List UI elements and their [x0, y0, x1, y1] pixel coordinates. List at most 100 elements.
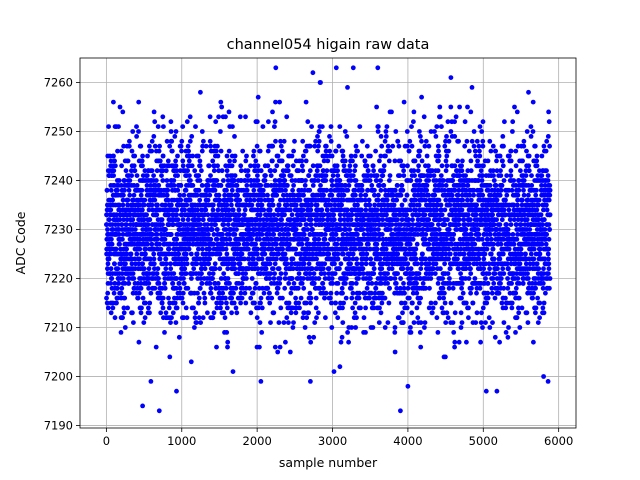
data-point	[463, 266, 469, 272]
data-point	[406, 295, 412, 301]
data-point	[281, 232, 286, 237]
data-point	[436, 158, 441, 164]
data-point	[382, 295, 388, 301]
data-point	[237, 114, 243, 120]
data-point	[162, 281, 168, 286]
data-point	[287, 349, 293, 355]
data-point	[462, 222, 468, 228]
data-point	[447, 281, 453, 286]
data-point	[403, 246, 408, 252]
data-point	[437, 217, 443, 223]
data-point	[368, 290, 374, 296]
data-point	[105, 266, 110, 272]
data-point	[375, 197, 381, 203]
data-point	[323, 143, 329, 149]
data-point	[360, 271, 366, 276]
data-point	[328, 187, 334, 193]
data-point	[270, 202, 276, 208]
data-point	[215, 143, 220, 149]
data-point	[226, 109, 232, 115]
data-point	[113, 163, 118, 169]
data-point	[313, 295, 319, 301]
data-point	[390, 143, 396, 149]
data-point	[238, 168, 244, 174]
data-point	[307, 271, 313, 276]
data-point	[207, 246, 213, 252]
data-point	[416, 227, 422, 232]
data-point	[218, 148, 224, 154]
data-point	[167, 354, 173, 360]
data-point	[461, 183, 467, 188]
data-point	[216, 114, 222, 120]
data-point	[426, 305, 432, 311]
data-point	[478, 168, 484, 174]
data-point	[332, 202, 338, 208]
data-point	[160, 114, 166, 120]
data-point	[463, 187, 469, 193]
data-point	[397, 173, 403, 179]
data-point	[180, 163, 186, 169]
data-point	[476, 256, 482, 262]
data-point	[450, 178, 455, 183]
data-point	[435, 281, 441, 286]
data-point	[146, 266, 152, 272]
data-point	[446, 246, 452, 252]
data-point	[418, 344, 424, 350]
data-point	[452, 119, 457, 125]
data-point	[281, 320, 287, 325]
data-point	[319, 124, 325, 129]
data-point	[328, 138, 334, 144]
data-point	[281, 197, 287, 203]
data-point	[343, 256, 349, 262]
data-point	[308, 222, 314, 228]
data-point	[190, 153, 196, 159]
data-point	[275, 227, 281, 232]
data-point	[408, 330, 414, 335]
data-point	[378, 153, 384, 159]
data-point	[372, 236, 378, 242]
data-point	[255, 94, 261, 100]
data-point	[154, 232, 160, 237]
data-point	[340, 320, 346, 325]
data-point	[386, 300, 392, 306]
data-point	[122, 178, 127, 183]
data-point	[474, 202, 479, 208]
data-point	[330, 173, 336, 179]
data-point	[284, 202, 290, 208]
data-point	[140, 261, 146, 267]
data-point	[334, 290, 340, 296]
data-point	[347, 163, 353, 169]
data-point	[442, 143, 448, 149]
data-point	[139, 158, 145, 164]
data-point	[232, 153, 238, 159]
data-point	[290, 266, 296, 272]
data-point	[361, 232, 367, 237]
data-point	[356, 290, 362, 296]
data-point	[147, 256, 153, 262]
data-point	[162, 236, 168, 242]
data-point	[208, 236, 214, 242]
data-point	[436, 153, 442, 159]
data-point	[340, 153, 346, 159]
data-point	[203, 251, 209, 257]
data-point	[293, 202, 299, 208]
data-point	[300, 315, 306, 321]
data-point	[340, 251, 346, 257]
data-point	[279, 148, 285, 154]
data-point	[152, 192, 158, 198]
data-point	[119, 222, 125, 228]
data-point	[227, 236, 233, 242]
data-point	[426, 192, 431, 198]
data-point	[134, 183, 140, 188]
data-point	[259, 232, 265, 237]
data-point	[255, 251, 260, 257]
data-point	[471, 187, 477, 193]
data-point	[175, 173, 181, 179]
data-point	[252, 300, 257, 306]
data-point	[423, 138, 429, 144]
data-point	[337, 266, 342, 272]
data-point	[185, 168, 191, 174]
data-point	[188, 178, 193, 183]
data-point	[461, 251, 467, 257]
data-point	[307, 241, 312, 247]
